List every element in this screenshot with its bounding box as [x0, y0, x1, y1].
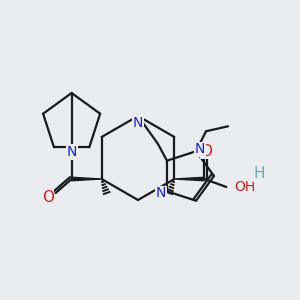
Text: N: N — [66, 145, 77, 159]
Text: H: H — [254, 167, 265, 182]
Text: N: N — [133, 116, 143, 130]
Text: N: N — [156, 186, 166, 200]
Text: OH: OH — [234, 180, 256, 194]
Text: N: N — [195, 142, 205, 156]
Text: O: O — [42, 190, 54, 206]
Text: O: O — [200, 143, 212, 158]
Polygon shape — [174, 177, 204, 181]
Polygon shape — [72, 177, 102, 181]
